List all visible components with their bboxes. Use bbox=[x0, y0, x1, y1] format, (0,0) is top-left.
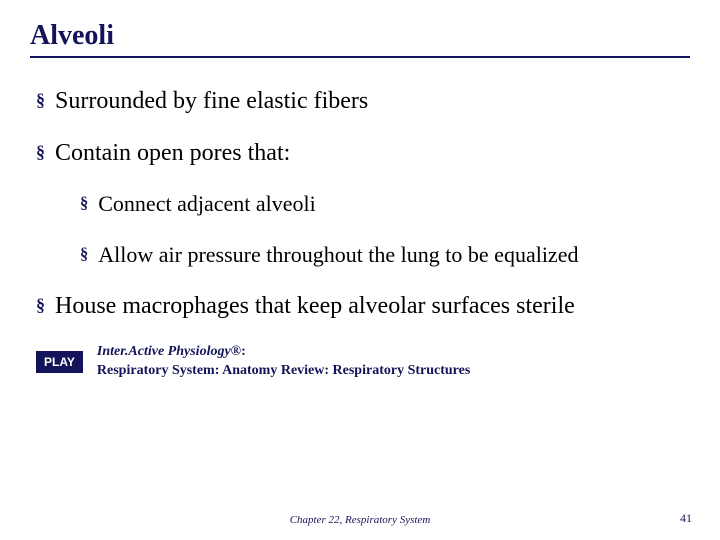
slide-title: Alveoli bbox=[30, 20, 690, 58]
play-row: PLAY Inter.Active Physiology®: Respirato… bbox=[36, 343, 690, 381]
bullet-marker-icon: § bbox=[36, 291, 45, 320]
bullet-level1: § House macrophages that keep alveolar s… bbox=[36, 291, 690, 321]
bullet-level1: § Contain open pores that: bbox=[36, 138, 690, 168]
play-button[interactable]: PLAY bbox=[36, 351, 83, 373]
bullet-text: Surrounded by fine elastic fibers bbox=[55, 86, 690, 116]
bullet-level2: § Allow air pressure throughout the lung… bbox=[80, 241, 690, 270]
registered-symbol: ® bbox=[231, 344, 241, 359]
bullet-marker-icon: § bbox=[36, 86, 45, 115]
bullet-marker-icon: § bbox=[36, 138, 45, 167]
play-caption-line1-italic: Inter.Active Physiology bbox=[97, 344, 231, 359]
bullet-marker-icon: § bbox=[80, 190, 88, 216]
play-caption: Inter.Active Physiology®: Respiratory Sy… bbox=[97, 343, 470, 381]
play-caption-line2: Respiratory System: Anatomy Review: Resp… bbox=[97, 363, 470, 378]
play-caption-line1-tail: : bbox=[241, 344, 246, 359]
footer-chapter: Chapter 22, Respiratory System bbox=[0, 514, 720, 526]
bullet-text: House macrophages that keep alveolar sur… bbox=[55, 291, 690, 321]
bullet-text: Connect adjacent alveoli bbox=[98, 190, 690, 219]
bullet-level2: § Connect adjacent alveoli bbox=[80, 190, 690, 219]
bullet-text: Contain open pores that: bbox=[55, 138, 690, 168]
bullet-marker-icon: § bbox=[80, 241, 88, 267]
page-number: 41 bbox=[680, 511, 692, 526]
bullet-level1: § Surrounded by fine elastic fibers bbox=[36, 86, 690, 116]
bullet-text: Allow air pressure throughout the lung t… bbox=[98, 241, 690, 270]
